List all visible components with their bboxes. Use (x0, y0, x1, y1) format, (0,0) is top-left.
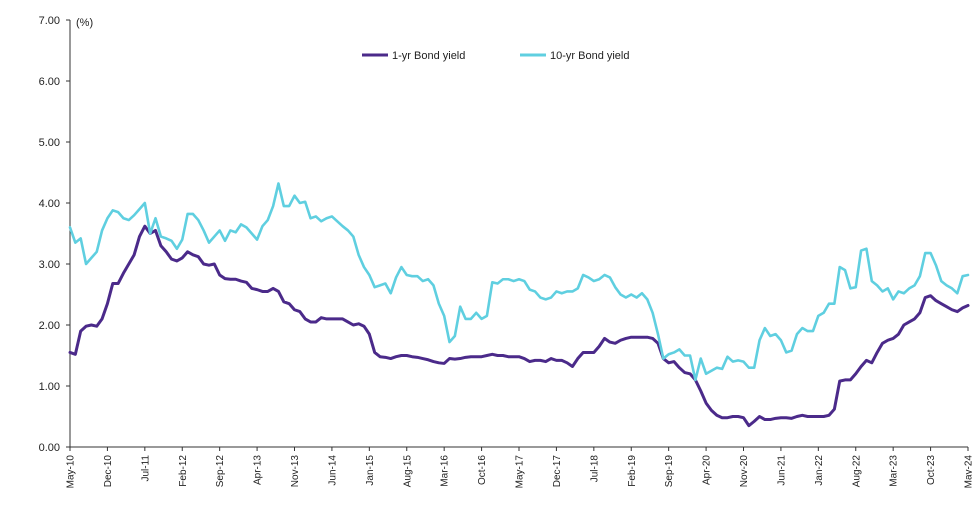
x-tick-label: Sep-19 (664, 455, 675, 488)
x-tick-label: Mar-23 (889, 455, 900, 487)
x-tick-label: Jan-15 (365, 455, 376, 486)
y-tick-label: 5.00 (39, 137, 60, 149)
x-tick-label: Aug-22 (851, 455, 862, 488)
x-tick-label: Aug-15 (402, 455, 413, 488)
x-tick-label: Jul-11 (140, 455, 151, 482)
legend-label: 10-yr Bond yield (550, 50, 630, 62)
x-tick-label: Dec-17 (552, 455, 563, 488)
y-tick-label: 1.00 (39, 381, 60, 393)
y-tick-label: 3.00 (39, 259, 60, 271)
x-tick-label: May-17 (515, 455, 526, 489)
y-tick-label: 7.00 (39, 15, 60, 27)
y-tick-label: 6.00 (39, 76, 60, 88)
x-tick-label: Nov-13 (290, 455, 301, 488)
x-tick-label: Feb-12 (178, 455, 189, 487)
legend-label: 1-yr Bond yield (392, 50, 465, 62)
x-tick-label: Dec-10 (103, 455, 114, 488)
y-axis: 0.00 1.00 2.00 3.00 4.00 5.00 6.00 7.00 (%) (39, 15, 94, 454)
series-group (68, 182, 970, 428)
series-line-10yr (68, 182, 970, 382)
x-tick-label: Jun-14 (327, 455, 338, 486)
x-tick-label: Apr-20 (702, 455, 713, 485)
x-tick-label: Mar-16 (440, 455, 451, 487)
legend-item: 1-yr Bond yield (362, 50, 465, 62)
y-tick-label: 2.00 (39, 320, 60, 332)
x-tick-label: Oct-23 (926, 455, 937, 485)
x-tick-label: Jun-21 (776, 455, 787, 486)
legend-item: 10-yr Bond yield (520, 50, 630, 62)
x-tick-label: Sep-12 (215, 455, 226, 488)
x-tick-label: Oct-16 (477, 455, 488, 485)
y-tick-label: 0.00 (39, 442, 60, 454)
x-tick-label: May-24 (964, 455, 972, 489)
y-axis-unit-label: (%) (76, 17, 93, 29)
y-tick-label: 4.00 (39, 198, 60, 210)
x-tick-label: Nov-20 (739, 455, 750, 488)
x-tick-label: May-10 (66, 455, 77, 489)
x-tick-label: Jan-22 (814, 455, 825, 486)
series-line-1yr (68, 224, 970, 428)
x-tick-label: Apr-13 (253, 455, 264, 485)
legend: 1-yr Bond yield 10-yr Bond yield (362, 50, 630, 62)
x-axis: May-10 Dec-10 Jul-11 Feb-12 Sep-12 Apr-13 Nov-… (66, 446, 972, 489)
x-tick-label: Jul-18 (589, 455, 600, 483)
x-tick-label: Feb-19 (627, 455, 638, 487)
